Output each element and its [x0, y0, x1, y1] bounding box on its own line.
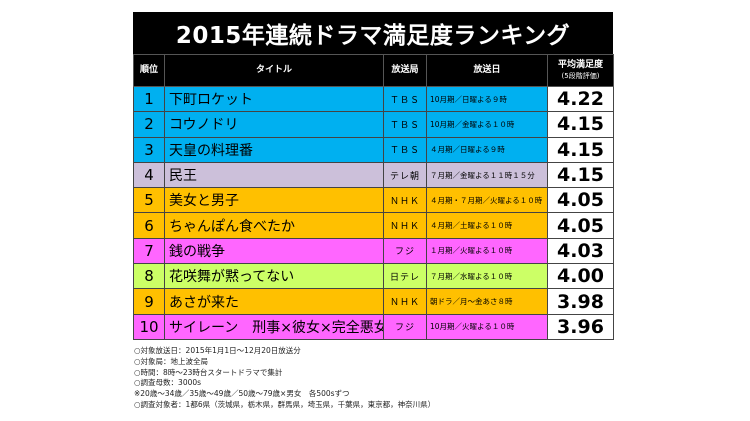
note-line: ※20歳～34歳／35歳～49歳／50歳～79歳×男女 各500sずつ: [134, 389, 350, 399]
title-cell: あさが来た: [164, 288, 384, 315]
broadcaster-cell: 日テレ: [383, 263, 427, 290]
title-cell: 下町ロケット: [164, 85, 384, 113]
table-row: 7 銭の戦争 フジ １月期／火曜よる１０時 4.03: [133, 237, 614, 265]
rank-cell: 2: [133, 111, 165, 138]
airdate-cell: ７月期／水曜よる１０時: [426, 263, 548, 290]
score-cell: 4.00: [547, 263, 614, 290]
rank-cell: 1: [133, 85, 165, 113]
score-cell: 4.15: [547, 136, 614, 163]
header-broadcaster: 放送局: [383, 54, 427, 87]
broadcaster-cell: フジ: [383, 237, 427, 265]
broadcaster-cell: テレ朝: [383, 161, 427, 189]
score-cell: 4.15: [547, 161, 614, 189]
header-airdate: 放送日: [426, 54, 548, 87]
airdate-cell: ７月期／金曜よる１１時１５分: [426, 161, 548, 189]
header-score: 平均満足度 (5段階評価): [547, 54, 614, 87]
ranking-title: 2015年連続ドラマ満足度ランキング: [133, 12, 613, 54]
table-row: 2 コウノドリ ＴＢＳ 10月期／金曜よる１０時 4.15: [133, 111, 614, 138]
header-score-label: 平均満足度: [557, 59, 603, 70]
title-cell: 民王: [164, 161, 384, 189]
broadcaster-cell: ＮＨＫ: [383, 212, 427, 239]
survey-notes: ○対象放送日：2015年1月1日～12月20日放送分 ○対象局：地上波全局 ○時…: [134, 346, 614, 411]
airdate-cell: 10月期／火曜よる１０時: [426, 313, 548, 340]
rank-cell: 7: [133, 237, 165, 265]
broadcaster-cell: ＴＢＳ: [383, 111, 427, 138]
table-row: 6 ちゃんぽん食べたか ＮＨＫ ４月期／土曜よる１０時 4.05: [133, 212, 614, 239]
title-cell: コウノドリ: [164, 111, 384, 138]
airdate-cell: ４月期／日曜よる９時: [426, 136, 548, 163]
note-line: ○対象放送日：2015年1月1日～12月20日放送分: [134, 346, 301, 355]
rank-cell: 4: [133, 161, 165, 189]
rank-cell: 3: [133, 136, 165, 163]
broadcaster-cell: ＴＢＳ: [383, 85, 427, 113]
table-row: 5 美女と男子 ＮＨＫ ４月期・７月期／火曜よる１０時 4.05: [133, 187, 614, 214]
rank-cell: 10: [133, 313, 165, 340]
table-row: 9 あさが来た ＮＨＫ 朝ドラ／月～金あさ８時 3.98: [133, 288, 614, 315]
title-cell: 花咲舞が黙ってない: [164, 263, 384, 290]
score-cell: 4.03: [547, 237, 614, 265]
broadcaster-cell: ＮＨＫ: [383, 187, 427, 214]
table-row: 3 天皇の料理番 ＴＢＳ ４月期／日曜よる９時 4.15: [133, 136, 614, 163]
title-cell: 銭の戦争: [164, 237, 384, 265]
note-line: ○調査母数：3000s: [134, 378, 202, 388]
note-line: ○調査対象者：1都6県（茨城県，栃木県，群馬県，埼玉県，千葉県，東京都，神奈川県…: [134, 399, 436, 409]
score-cell: 4.15: [547, 111, 614, 138]
rank-cell: 8: [133, 263, 165, 290]
broadcaster-cell: ＴＢＳ: [383, 136, 427, 163]
score-cell: 4.05: [547, 187, 614, 214]
rank-cell: 6: [133, 212, 165, 239]
title-cell: サイレーン 刑事×彼女×完全悪女: [164, 313, 384, 340]
table-row: 1 下町ロケット ＴＢＳ 10月期／日曜よる９時 4.22: [133, 85, 614, 113]
title-cell: ちゃんぽん食べたか: [164, 212, 384, 239]
score-cell: 4.05: [547, 212, 614, 239]
note-line: ○対象局：地上波全局: [134, 356, 209, 366]
header-score-sub: (5段階評価): [561, 71, 600, 80]
airdate-cell: ４月期・７月期／火曜よる１０時: [426, 187, 548, 214]
rank-cell: 5: [133, 187, 165, 214]
broadcaster-cell: フジ: [383, 313, 427, 340]
score-cell: 3.98: [547, 288, 614, 315]
airdate-cell: 10月期／金曜よる１０時: [426, 111, 548, 138]
header-row: 順位 タイトル 放送局 放送日 平均満足度 (5段階評価): [133, 54, 614, 87]
airdate-cell: １月期／火曜よる１０時: [426, 237, 548, 265]
title-cell: 天皇の料理番: [164, 136, 384, 163]
score-cell: 3.96: [547, 313, 614, 340]
header-title: タイトル: [164, 54, 384, 87]
score-cell: 4.22: [547, 85, 614, 113]
table-row: 4 民王 テレ朝 ７月期／金曜よる１１時１５分 4.15: [133, 161, 614, 189]
airdate-cell: ４月期／土曜よる１０時: [426, 212, 548, 239]
header-rank: 順位: [133, 54, 165, 87]
rank-cell: 9: [133, 288, 165, 315]
airdate-cell: 朝ドラ／月～金あさ８時: [426, 288, 548, 315]
airdate-cell: 10月期／日曜よる９時: [426, 85, 548, 113]
ranking-table: 順位 タイトル 放送局 放送日 平均満足度 (5段階評価) 1 下町ロケット Ｔ…: [133, 54, 614, 340]
note-line: ○時間：8時～23時台スタートドラマで集計: [134, 367, 283, 377]
title-cell: 美女と男子: [164, 187, 384, 214]
table-row: 10 サイレーン 刑事×彼女×完全悪女 フジ 10月期／火曜よる１０時 3.96: [133, 313, 614, 340]
table-row: 8 花咲舞が黙ってない 日テレ ７月期／水曜よる１０時 4.00: [133, 263, 614, 290]
broadcaster-cell: ＮＨＫ: [383, 288, 427, 315]
ranking-table-container: 2015年連続ドラマ満足度ランキング 順位 タイトル 放送局 放送日 平均満足度…: [133, 12, 614, 340]
